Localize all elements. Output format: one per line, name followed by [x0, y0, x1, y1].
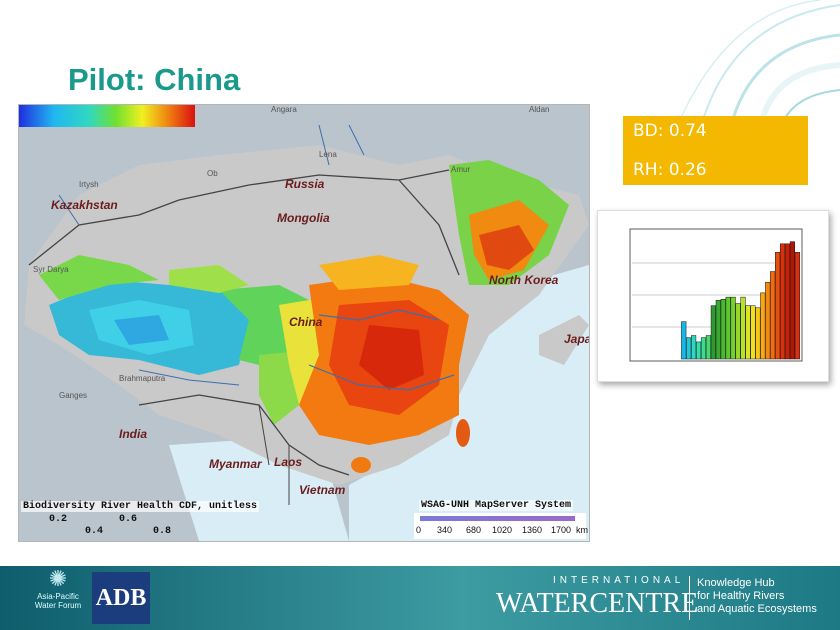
- label-lena: Lena: [319, 150, 337, 159]
- histogram-bar: [794, 252, 800, 360]
- apwf-logo: ✺ Asia-Pacific Water Forum: [24, 566, 92, 630]
- histogram-chart: [629, 228, 803, 362]
- decorative-swirl: [679, 0, 840, 130]
- footer-band: ✺ Asia-Pacific Water Forum ADB INTERNATI…: [0, 566, 840, 630]
- score-box: BD: 0.74 RH: 0.26: [623, 116, 808, 185]
- apwf-line1: Asia-Pacific: [37, 592, 79, 601]
- mapserver-credit: WSAG-UNH MapServer System: [419, 500, 574, 511]
- histogram-bar: [720, 299, 726, 360]
- histogram-bar: [700, 337, 707, 360]
- knowledge-hub-text: Knowledge Hub for Healthy Rivers and Aqu…: [697, 577, 817, 616]
- histogram-panel: [597, 210, 829, 382]
- legend-tick-0-8: 0.8: [153, 526, 172, 537]
- scale-line: [420, 516, 575, 521]
- label-angara: Angara: [271, 105, 297, 114]
- label-kazakhstan: Kazakhstan: [51, 198, 118, 212]
- scale-340: 340: [437, 525, 453, 535]
- label-brahmaputra: Brahmaputra: [119, 374, 166, 383]
- histogram-bar: [715, 300, 721, 360]
- scale-1700: 1700: [551, 525, 572, 535]
- histogram-bar: [760, 292, 766, 360]
- histogram-bar: [725, 296, 731, 360]
- label-north-korea: North Korea: [489, 273, 559, 287]
- histogram-bar: [750, 305, 756, 360]
- label-ob: Ob: [207, 169, 218, 178]
- label-india: India: [119, 427, 148, 441]
- scale-1360: 1360: [522, 525, 543, 535]
- iwc-international: INTERNATIONAL: [553, 575, 685, 586]
- label-china: China: [289, 315, 323, 329]
- label-japan: Japa: [564, 332, 590, 346]
- histogram-bar: [789, 241, 796, 360]
- histogram-bar: [784, 243, 791, 360]
- adb-logo: ADB: [92, 572, 150, 624]
- histogram-bar: [691, 335, 697, 360]
- rh-score: RH: 0.26: [633, 160, 707, 180]
- apwf-line2: Water Forum: [34, 601, 82, 610]
- histogram-bar: [770, 271, 776, 360]
- scale-bar: 0 340 680 1020 1360 1700 km: [414, 513, 588, 539]
- histogram-bar: [735, 303, 741, 360]
- histogram-bar: [755, 307, 761, 360]
- scale-680: 680: [466, 525, 482, 535]
- histogram-bar: [681, 321, 687, 360]
- histogram-bar: [686, 337, 692, 360]
- histogram-bar: [730, 296, 736, 360]
- scale-unit: km: [576, 525, 588, 535]
- legend-title: Biodiversity River Health CDF, unitless: [21, 501, 260, 512]
- iwc-watercentre: WATERCENTRE: [496, 588, 699, 619]
- label-laos: Laos: [274, 455, 303, 469]
- label-myanmar: Myanmar: [209, 457, 262, 471]
- histogram-bar: [695, 341, 702, 360]
- china-river-health-map: Kazakhstan Russia Mongolia China North K…: [18, 104, 590, 542]
- label-vietnam: Vietnam: [299, 483, 346, 497]
- histogram-bar: [775, 252, 781, 360]
- scale-1020: 1020: [492, 525, 513, 535]
- legend-tick-0-2: 0.2: [49, 514, 68, 525]
- histogram-bar: [740, 296, 746, 360]
- apwf-emblem-icon: ✺: [48, 566, 68, 591]
- histogram-bar: [710, 305, 716, 360]
- iwc-separator: [689, 576, 690, 620]
- bd-score: BD: 0.74: [633, 121, 707, 141]
- label-aldan: Aldan: [529, 105, 550, 114]
- map-graphic: [19, 105, 589, 541]
- label-syr-darya: Syr Darya: [33, 265, 69, 274]
- label-amur: Amur: [451, 165, 471, 174]
- kh-line2: for Healthy Rivers: [697, 590, 785, 602]
- legend-tick-0-6: 0.6: [119, 514, 138, 525]
- label-irtysh: Irtysh: [79, 180, 99, 189]
- legend-color-bar: [19, 105, 195, 127]
- kh-line1: Knowledge Hub: [697, 577, 775, 589]
- histogram-bar: [705, 335, 712, 360]
- label-russia: Russia: [285, 177, 325, 191]
- kh-line3: and Aquatic Ecosystems: [697, 603, 817, 615]
- histogram-bar: [765, 281, 771, 360]
- slide-title: Pilot: China: [68, 62, 241, 97]
- scale-0: 0: [416, 525, 422, 535]
- label-mongolia: Mongolia: [277, 211, 330, 225]
- label-ganges: Ganges: [59, 391, 88, 400]
- histogram-bar: [745, 305, 751, 360]
- legend-tick-0-4: 0.4: [85, 526, 104, 537]
- histogram-bar: [779, 243, 786, 360]
